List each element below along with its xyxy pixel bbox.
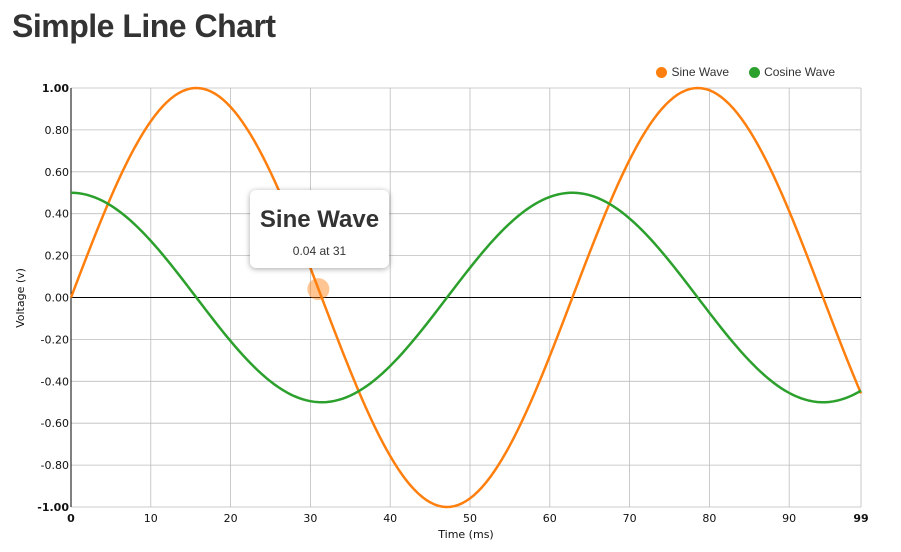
x-tick-label: 80 [702,512,716,525]
y-tick-label: 1.00 [42,82,69,95]
series-line-cosine[interactable] [70,191,862,404]
x-tick-label: 99 [853,512,868,525]
tooltip-title: Sine Wave [259,206,380,233]
x-tick-label: 50 [463,512,477,525]
y-tick-label: -1.00 [37,501,69,514]
y-tick-label: 0.40 [45,208,70,221]
y-tick-label: -0.40 [41,375,69,388]
chart-title: Simple Line Chart [12,8,276,44]
legend-swatch-sine [656,66,668,78]
y-tick-label: 0.20 [45,250,70,263]
y-tick-label: 0.60 [45,166,70,179]
series-group [69,86,863,509]
highlighted-point[interactable] [307,278,330,301]
x-tick-label: 0 [67,512,75,525]
series-line-sine[interactable] [69,86,863,509]
y-axis: 1.00 0.80 0.60 0.40 0.20 0.00 -0.20 -0.40 -0.60 -… [37,82,72,514]
highlight-group [307,278,330,301]
y-tick-label: 0.80 [45,124,70,137]
legend-item-cosine[interactable]: Cosine Wave [749,65,835,79]
x-tick-label: 70 [623,512,637,525]
x-tick-label: 10 [144,512,158,525]
y-tick-label: 0.00 [45,292,70,305]
legend-label-sine: Sine Wave [671,65,730,79]
tooltip-value: 0.04 at 31 [292,244,347,258]
x-tick-label: 30 [303,512,317,525]
legend: Sine Wave Cosine Wave [656,65,835,79]
x-tick-label: 90 [782,512,796,525]
y-tick-label: -0.20 [41,333,69,346]
x-tick-label: 20 [224,512,238,525]
tooltip: Sine Wave 0.04 at 31 [250,190,389,268]
x-axis: 0 10 20 30 40 50 60 70 80 90 99 [67,512,868,525]
y-tick-label: -0.60 [41,417,69,430]
x-tick-label: 60 [543,512,557,525]
legend-label-cosine: Cosine Wave [764,65,835,79]
legend-item-sine[interactable]: Sine Wave [656,65,729,79]
y-tick-label: -0.80 [41,459,69,472]
x-tick-label: 40 [383,512,397,525]
y-axis-label: Voltage (v) [14,268,27,328]
x-axis-label: Time (ms) [437,528,493,541]
legend-swatch-cosine [749,66,761,78]
